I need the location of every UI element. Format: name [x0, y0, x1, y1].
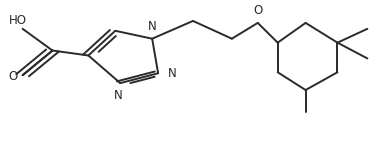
Text: O: O: [253, 4, 262, 17]
Text: N: N: [148, 20, 156, 33]
Text: N: N: [168, 67, 176, 80]
Text: N: N: [114, 89, 123, 102]
Text: O: O: [9, 70, 18, 83]
Text: HO: HO: [9, 14, 27, 27]
